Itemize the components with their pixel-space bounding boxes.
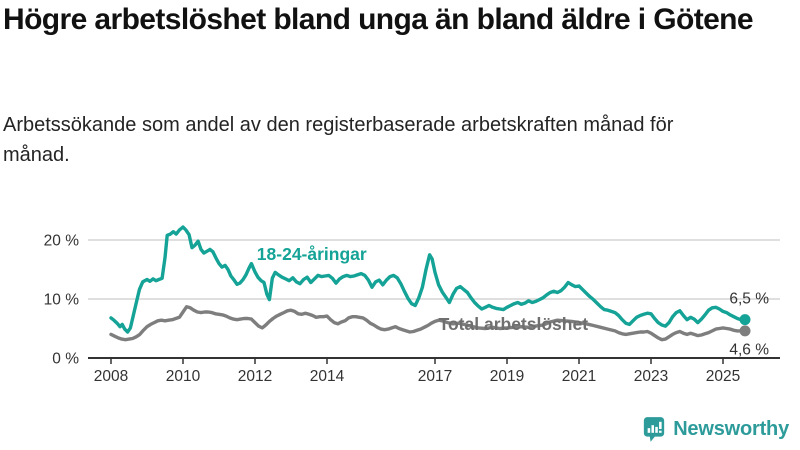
y-axis-tick-label: 20 % (44, 233, 80, 250)
series-end-value-label: 4,6 % (729, 341, 769, 358)
x-axis-tick-label: 2021 (562, 368, 596, 385)
series-label: Total arbetslöshet (439, 314, 589, 334)
x-axis-tick-label: 2008 (94, 368, 128, 385)
y-axis-tick-label: 0 % (52, 351, 79, 368)
newsworthy-icon (644, 417, 665, 442)
series-end-value-label: 6,5 % (729, 291, 769, 308)
x-axis-tick-label: 2012 (238, 368, 272, 385)
newsworthy-logo[interactable]: Newsworthy (643, 416, 789, 442)
series-end-dot (739, 325, 751, 337)
chart-subtitle: Arbetssökande som andel av den registerb… (3, 114, 674, 166)
x-axis-tick-label: 2014 (310, 368, 345, 385)
x-axis-tick-label: 2023 (634, 368, 668, 385)
series-line (109, 304, 743, 342)
series-line (109, 225, 743, 334)
series-label: 18-24-åringar (257, 244, 367, 264)
x-axis-tick-label: 2010 (166, 368, 201, 385)
x-axis-tick-label: 2019 (490, 368, 524, 385)
page-title: Högre arbetslöshet bland unga än bland ä… (3, 3, 754, 36)
newsworthy-wordmark: Newsworthy (673, 417, 789, 440)
line-chart: 2008 2010 2012 2014 2017 2019 2021 2023 2025 0 % 1… (0, 205, 800, 410)
y-axis-tick-label: 10 % (44, 292, 80, 309)
x-axis-tick-label: 2017 (418, 368, 452, 385)
series-end-dot (739, 314, 751, 326)
x-axis-tick-label: 2025 (706, 368, 740, 385)
